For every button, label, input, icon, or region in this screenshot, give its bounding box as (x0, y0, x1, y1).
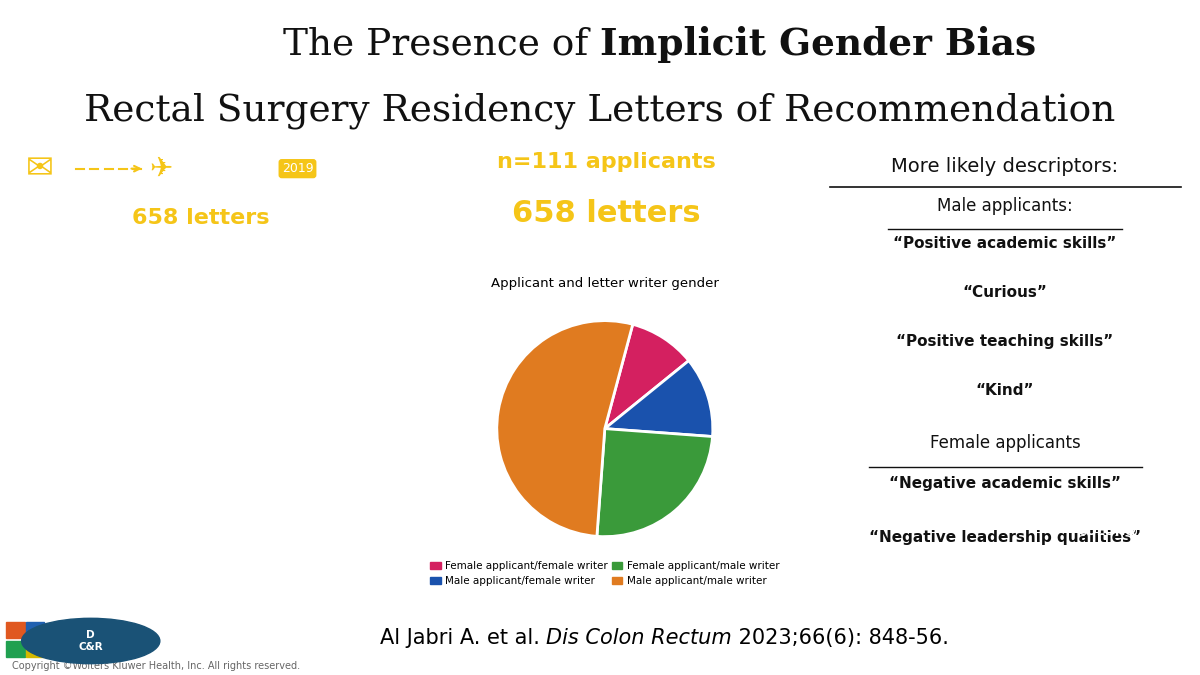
Text: Al Jabri A. et al.: Al Jabri A. et al. (379, 628, 546, 648)
Text: 2019: 2019 (282, 162, 313, 175)
Circle shape (22, 618, 160, 664)
Text: ✈: ✈ (149, 155, 173, 183)
Bar (26, 622, 44, 638)
Text: The Presence of: The Presence of (283, 26, 600, 62)
Bar (6, 641, 25, 657)
Legend: Female applicant/female writer, Male applicant/female writer, Female applicant/m: Female applicant/female writer, Male app… (426, 557, 784, 591)
Text: (43% female): (43% female) (530, 255, 682, 275)
Text: Letters analyzed qualitatively
to assess for presence of
certain attributes: Letters analyzed qualitatively to assess… (67, 479, 335, 545)
Bar (26, 641, 44, 657)
Text: Extracted demographic data
THEN blinded letters to
gender: Extracted demographic data THEN blinded … (72, 367, 330, 433)
Text: Copyright ©Wolters Kluwer Health, Inc. All rights reserved.: Copyright ©Wolters Kluwer Health, Inc. A… (12, 662, 300, 672)
Text: DISEASES
OF THE
COLON&
RECTUM: DISEASES OF THE COLON& RECTUM (1073, 493, 1141, 554)
Wedge shape (605, 324, 689, 429)
Text: n=111 applicants: n=111 applicants (497, 153, 715, 172)
Text: 658 letters: 658 letters (511, 199, 701, 228)
Text: 2023;66(6): 848-56.: 2023;66(6): 848-56. (732, 628, 949, 648)
Text: “Negative leadership qualities”: “Negative leadership qualities” (869, 530, 1141, 545)
Title: Applicant and letter writer gender: Applicant and letter writer gender (491, 277, 719, 290)
Wedge shape (605, 360, 713, 437)
Text: from one
institution’s 2019 application
cycle: from one institution’s 2019 application … (70, 250, 332, 317)
Wedge shape (497, 321, 632, 537)
Bar (6, 622, 25, 638)
Text: Dis Colon Rectum: Dis Colon Rectum (546, 628, 732, 648)
Text: The Presence of Implicit Gender Bias in Colon &: The Presence of Implicit Gender Bias in … (90, 26, 1110, 63)
Text: “Curious”: “Curious” (962, 285, 1048, 300)
Wedge shape (596, 429, 713, 537)
Text: ✉: ✉ (26, 152, 54, 185)
Text: Rectal Surgery Residency Letters of Recommendation: Rectal Surgery Residency Letters of Reco… (84, 92, 1116, 129)
Text: More likely descriptors:: More likely descriptors: (892, 157, 1118, 176)
Text: Implicit Gender Bias: Implicit Gender Bias (600, 26, 1036, 63)
Text: “Kind”: “Kind” (976, 383, 1034, 398)
Text: 658 letters: 658 letters (132, 208, 270, 228)
Text: “Positive academic skills”: “Positive academic skills” (893, 236, 1117, 251)
Text: “Negative academic skills”: “Negative academic skills” (889, 476, 1121, 491)
Text: Female applicants: Female applicants (930, 434, 1080, 452)
Text: Male applicants:: Male applicants: (937, 196, 1073, 215)
Text: “Positive teaching skills”: “Positive teaching skills” (896, 334, 1114, 349)
Text: D
C&R: D C&R (78, 630, 103, 652)
